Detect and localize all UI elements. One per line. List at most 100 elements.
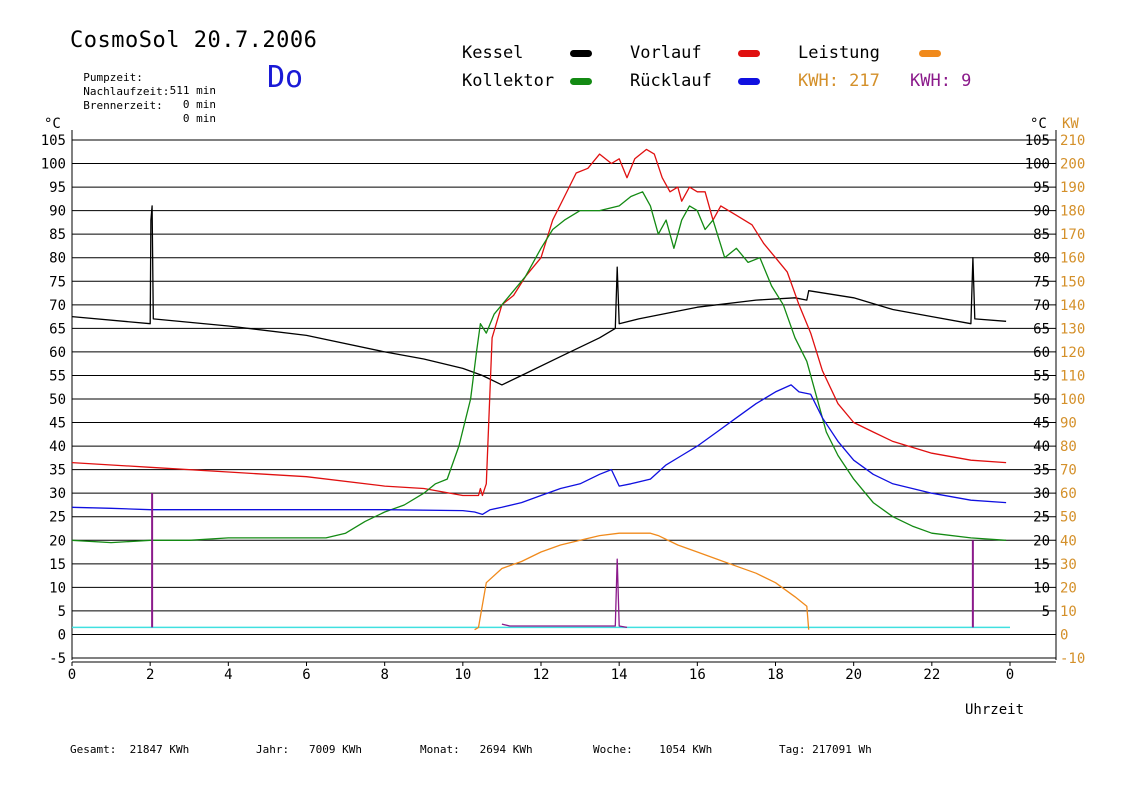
y-tick-label-left: 105: [41, 133, 66, 149]
y-tick-label-right: 105: [1025, 133, 1050, 149]
legend-kollektor-label: Kollektor: [462, 71, 555, 91]
legend-vorlauf-swatch: [738, 50, 760, 57]
y-tick-label-right: 75: [1033, 274, 1050, 290]
y2-tick-label: 80: [1060, 439, 1077, 455]
series-line-kwh2: [501, 558, 628, 629]
y-tick-label-right: 80: [1033, 251, 1050, 267]
x-tick-label: 0: [1006, 667, 1014, 683]
x-tick-label: 22: [923, 667, 940, 683]
y2-tick-label: 190: [1060, 180, 1085, 196]
y-tick-label-left: 25: [49, 510, 66, 526]
y-tick-label-left: 75: [49, 274, 66, 290]
y-axis-label-right-kw: KW: [1062, 116, 1079, 132]
x-tick-label: 10: [454, 667, 471, 683]
y-tick-label-left: 80: [49, 251, 66, 267]
y-tick-label-left: 35: [49, 463, 66, 479]
y-tick-label-right: 35: [1033, 463, 1050, 479]
x-tick-label: 6: [302, 667, 310, 683]
y-tick-label-left: 65: [49, 321, 66, 337]
y-tick-label-right: 85: [1033, 227, 1050, 243]
x-tick-label: 14: [611, 667, 628, 683]
footer-monat: Monat: 2694 KWh: [420, 743, 533, 756]
y-tick-label-left: 10: [49, 580, 66, 596]
y-tick-label-right: 40: [1033, 439, 1050, 455]
legend-kessel-label: Kessel: [462, 43, 524, 63]
x-tick-label: 12: [533, 667, 550, 683]
y-tick-label-left: 40: [49, 439, 66, 455]
stat-value: 0 min: [182, 112, 216, 125]
x-tick-label: 16: [689, 667, 706, 683]
stat-value: 0 min: [182, 98, 216, 111]
y-tick-label-right: 65: [1033, 321, 1050, 337]
y-tick-label-right: 55: [1033, 368, 1050, 384]
series-lines: [71, 148, 1010, 631]
y-tick-label-left: 55: [49, 368, 66, 384]
stat-nachlaufzeit: Nachlaufzeit: 0 min: [70, 72, 216, 111]
legend-kwh-other: KWH: 9: [910, 71, 972, 91]
y-tick-label-left: 20: [49, 533, 66, 549]
stat-label: Pumpzeit:: [83, 71, 143, 84]
series-line-ruecklauf: [71, 384, 1007, 516]
legend-vorlauf-label: Vorlauf: [630, 43, 702, 63]
legend-kessel-swatch: [570, 50, 592, 57]
y2-tick-label: 140: [1060, 298, 1085, 314]
series-line-leistung: [474, 532, 810, 631]
y-tick-label-right: 25: [1033, 510, 1050, 526]
legend-kollektor-swatch: [570, 78, 592, 85]
footer-tag: Tag: 217091 Wh: [779, 743, 872, 756]
y-axis-label-left: °C: [44, 116, 61, 132]
y2-tick-label: 130: [1060, 321, 1085, 337]
y2-tick-label: 210: [1060, 133, 1085, 149]
y-tick-label-right: 95: [1033, 180, 1050, 196]
y2-tick-label: 150: [1060, 274, 1085, 290]
series-line-vorlauf: [71, 148, 1007, 497]
y-tick-label-right: 100: [1025, 157, 1050, 173]
y-tick-label-right: 20: [1033, 533, 1050, 549]
y-tick-label-right: 45: [1033, 416, 1050, 432]
weekday-label: Do: [267, 60, 304, 95]
y-tick-label-right: 70: [1033, 298, 1050, 314]
y-tick-label-left: 50: [49, 392, 66, 408]
grid: [71, 130, 1057, 663]
y-tick-label-right: 5: [1042, 604, 1050, 620]
y-tick-label-left: 60: [49, 345, 66, 361]
x-tick-label: 18: [767, 667, 784, 683]
y-tick-label-left: 30: [49, 486, 66, 502]
y-tick-label-left: 70: [49, 298, 66, 314]
y-axis-label-right-temp: °C: [1030, 116, 1047, 132]
y2-tick-label: 160: [1060, 251, 1085, 267]
y-tick-label-right: 15: [1033, 557, 1050, 573]
y2-tick-label: 10: [1060, 604, 1077, 620]
chart-title: CosmoSol 20.7.2006: [70, 28, 318, 53]
footer-gesamt: Gesamt: 21847 KWh: [70, 743, 190, 756]
y-tick-label-left: 5: [58, 604, 66, 620]
y2-tick-label: 60: [1060, 486, 1077, 502]
series-line-kollektor: [71, 191, 1007, 544]
series-line-kessel: [71, 205, 1007, 386]
x-axis-label: Uhrzeit: [965, 702, 1025, 718]
y-tick-label-left: 95: [49, 180, 66, 196]
stat-pumpzeit: Pumpzeit: 511 min: [70, 58, 216, 97]
y2-tick-label: 120: [1060, 345, 1085, 361]
y-tick-label-left: 100: [41, 157, 66, 173]
legend-ruecklauf-swatch: [738, 78, 760, 85]
y2-tick-label: 110: [1060, 368, 1085, 384]
y2-tick-label: 0: [1060, 627, 1068, 643]
y-tick-label-left: -5: [49, 651, 66, 667]
y-tick-label-right: 30: [1033, 486, 1050, 502]
y-tick-label-right: 90: [1033, 204, 1050, 220]
y-tick-label-right: 50: [1033, 392, 1050, 408]
y2-tick-label: 20: [1060, 580, 1077, 596]
legend-leistung-label: Leistung: [798, 43, 880, 63]
stat-value: 511 min: [169, 84, 216, 97]
stat-label: Brennerzeit:: [83, 99, 163, 112]
y2-tick-label: 30: [1060, 557, 1077, 573]
y-tick-label-left: 85: [49, 227, 66, 243]
legend-kwh-solar: KWH: 217: [798, 71, 880, 91]
x-tick-label: 0: [68, 667, 76, 683]
x-tick-label: 2: [146, 667, 154, 683]
x-tick-label: 20: [845, 667, 862, 683]
y-tick-label-right: 60: [1033, 345, 1050, 361]
y-tick-label-left: 0: [58, 627, 66, 643]
